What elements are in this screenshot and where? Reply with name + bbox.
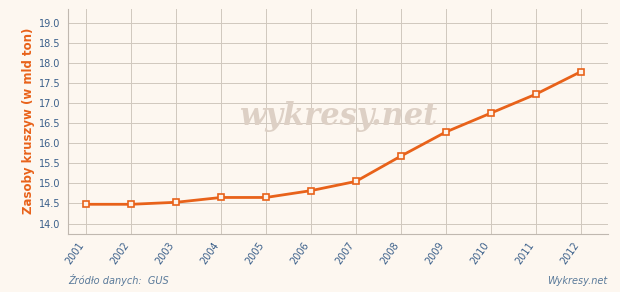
- Text: Źródło danych:  GUS: Źródło danych: GUS: [68, 274, 169, 286]
- Text: wykresy.net: wykresy.net: [239, 101, 437, 132]
- Y-axis label: Zasoby kruszyw (w mld ton): Zasoby kruszyw (w mld ton): [22, 28, 35, 214]
- Text: Wykresy.net: Wykresy.net: [547, 276, 608, 286]
